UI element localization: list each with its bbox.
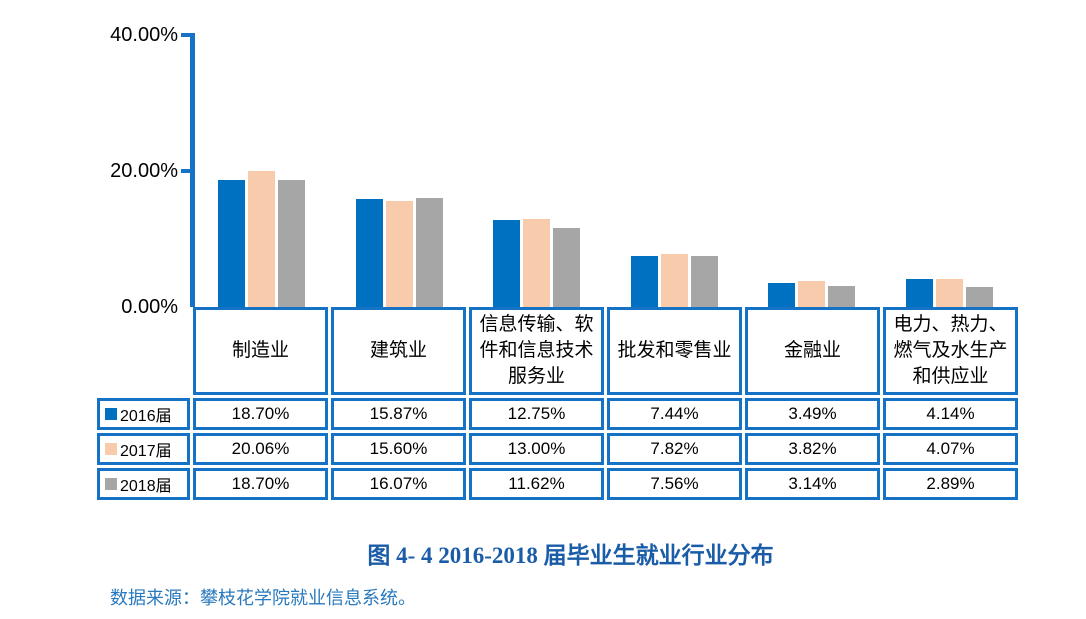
bar-group-category-6 — [906, 7, 993, 307]
category-header-cell: 批发和零售业 — [607, 307, 742, 395]
bar-group-category-5 — [768, 7, 855, 307]
value-cell: 18.70% — [193, 468, 328, 500]
bar-2016届 — [493, 220, 520, 307]
category-header-cell: 电力、热力、燃气及水生产和供应业 — [883, 307, 1018, 395]
bar-group-category-4 — [631, 7, 718, 307]
value-cell: 2.89% — [883, 468, 1018, 500]
bar-group-category-2 — [356, 7, 443, 307]
value-cell: 7.82% — [607, 433, 742, 465]
bar-2016届 — [906, 279, 933, 307]
value-cell: 12.75% — [469, 398, 604, 430]
bar-2018届 — [553, 228, 580, 307]
value-cell: 7.56% — [607, 468, 742, 500]
legend-cell-2018届: 2018届 — [97, 468, 190, 500]
bar-group-category-3 — [493, 7, 580, 307]
y-axis-tick-label-0: 0.00% — [121, 296, 178, 318]
category-header-cell: 信息传输、软件和信息技术服务业 — [469, 307, 604, 395]
legend-series-name: 2017届 — [120, 443, 172, 460]
legend-cell-2016届: 2016届 — [97, 398, 190, 430]
category-header-cell: 金融业 — [745, 307, 880, 395]
legend-swatch-icon — [105, 408, 117, 420]
data-table-body: 2016届 18.70% 15.87% 12.75% 7.44% 3.49% 4.14% 20… — [97, 398, 1018, 500]
bar-2017届 — [936, 279, 963, 307]
legend-series-name: 2018届 — [120, 478, 172, 495]
y-axis-tick-label-40: 40.00% — [110, 24, 178, 46]
value-cell: 3.82% — [745, 433, 880, 465]
value-cell: 16.07% — [331, 468, 466, 500]
value-cell: 15.87% — [331, 398, 466, 430]
figure-caption: 图 4- 4 2016-2018 届毕业生就业行业分布 — [367, 543, 774, 568]
data-source-note: 数据来源：攀枝花学院就业信息系统。 — [110, 588, 416, 608]
bar-2016届 — [631, 256, 658, 307]
value-cell: 15.60% — [331, 433, 466, 465]
value-cell: 7.44% — [607, 398, 742, 430]
bar-group-category-1 — [218, 7, 305, 307]
bar-2017届 — [661, 254, 688, 307]
value-cell: 4.07% — [883, 433, 1018, 465]
bar-2016届 — [218, 180, 245, 307]
bar-2017届 — [248, 171, 275, 307]
bar-2018届 — [966, 287, 993, 307]
bar-2018届 — [828, 286, 855, 307]
category-header-cell: 制造业 — [193, 307, 328, 395]
bar-2017届 — [798, 281, 825, 307]
y-axis-tick-mark-40 — [181, 33, 191, 37]
bar-2018届 — [691, 256, 718, 307]
value-cell: 18.70% — [193, 398, 328, 430]
value-cell: 3.49% — [745, 398, 880, 430]
bar-2018届 — [416, 198, 443, 307]
y-axis-line — [190, 33, 195, 307]
legend-cell-2017届: 2017届 — [97, 433, 190, 465]
value-cell: 20.06% — [193, 433, 328, 465]
bar-2017届 — [523, 219, 550, 307]
bar-chart-plot: 40.00% 20.00% 0.00% — [0, 0, 1086, 318]
bar-2018届 — [278, 180, 305, 307]
legend-swatch-icon — [105, 443, 117, 455]
data-table-header-row: 制造业 建筑业 信息传输、软件和信息技术服务业 批发和零售业 金融业 电力、热力、燃气及水… — [193, 307, 1018, 395]
bar-2016届 — [356, 199, 383, 307]
value-cell: 13.00% — [469, 433, 604, 465]
value-cell: 11.62% — [469, 468, 604, 500]
legend-swatch-icon — [105, 478, 117, 490]
bar-2016届 — [768, 283, 795, 307]
value-cell: 3.14% — [745, 468, 880, 500]
y-axis-tick-label-20: 20.00% — [110, 160, 178, 182]
y-axis-tick-mark-20 — [181, 169, 191, 173]
legend-series-name: 2016届 — [120, 408, 172, 425]
category-header-cell: 建筑业 — [331, 307, 466, 395]
value-cell: 4.14% — [883, 398, 1018, 430]
bar-2017届 — [386, 201, 413, 307]
